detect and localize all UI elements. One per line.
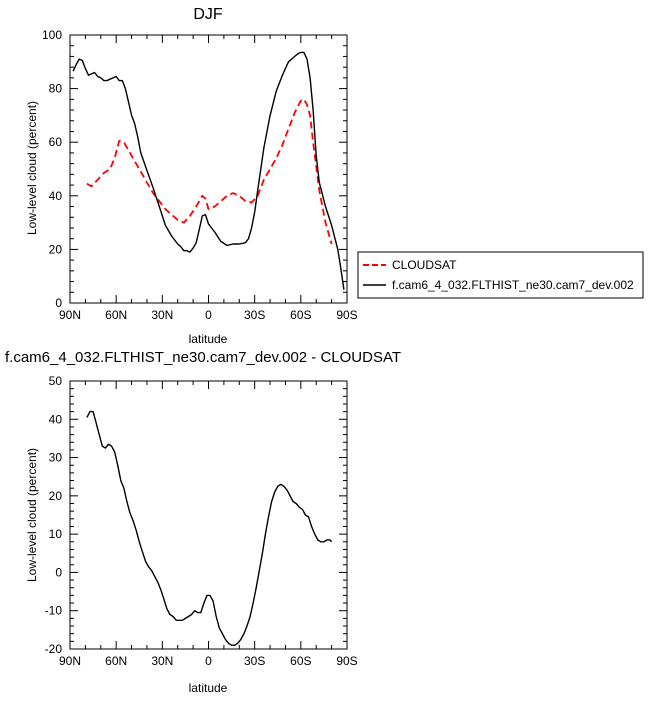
y-axis-label: Low-level cloud (percent) bbox=[25, 101, 39, 235]
x-tick-label: 90S bbox=[336, 654, 357, 668]
y-tick-label: 0 bbox=[55, 296, 62, 310]
x-tick-label: 90N bbox=[59, 654, 81, 668]
y-tick-label: 0 bbox=[55, 565, 62, 579]
y-axis-label: Low-level cloud (percent) bbox=[25, 448, 39, 582]
x-tick-label: 60N bbox=[105, 654, 127, 668]
chart-title: f.cam6_4_032.FLTHIST_ne30.cam7_dev.002 -… bbox=[5, 349, 401, 366]
x-tick-label: 60N bbox=[105, 308, 127, 322]
x-tick-label: 0 bbox=[205, 308, 212, 322]
y-tick-label: 30 bbox=[49, 451, 63, 465]
legend-label-cloudsat: CLOUDSAT bbox=[392, 258, 457, 272]
plot-frame bbox=[69, 34, 348, 304]
x-tick-label: 30N bbox=[151, 654, 173, 668]
x-tick-label: 90N bbox=[59, 308, 81, 322]
y-tick-label: 40 bbox=[49, 189, 63, 203]
difference-line-chart: f.cam6_4_032.FLTHIST_ne30.cam7_dev.002 -… bbox=[5, 349, 401, 695]
legend-box bbox=[357, 251, 644, 299]
tick-labels: 90N 60N 30N 0 30S 60S 90S -20 -10 0 10 20 30 40 50 bbox=[45, 374, 358, 668]
y-tick-label: 10 bbox=[49, 527, 63, 541]
y-tick-label: 20 bbox=[49, 242, 63, 256]
series-line-1 bbox=[72, 51, 345, 290]
legend: CLOUDSAT f.cam6_4_032.FLTHIST_ne30.cam7_… bbox=[357, 251, 644, 299]
plot-frame bbox=[69, 380, 348, 650]
data-series bbox=[86, 410, 333, 646]
y-tick-label: 60 bbox=[49, 135, 63, 149]
y-tick-label: -10 bbox=[45, 604, 63, 618]
chart-title: DJF bbox=[193, 6, 223, 23]
x-tick-label: 90S bbox=[336, 308, 357, 322]
tick-labels: 90N 60N 30N 0 30S 60S 90S 0 20 40 60 80 100 bbox=[42, 28, 358, 322]
y-tick-label: 50 bbox=[49, 374, 63, 388]
x-tick-label: 30S bbox=[244, 654, 265, 668]
djf-line-chart: DJF Low-level cloud (percent) latitude 9… bbox=[25, 6, 358, 346]
difference-line bbox=[86, 410, 333, 646]
series-line-0 bbox=[86, 98, 333, 245]
x-tick-label: 30N bbox=[151, 308, 173, 322]
x-tick-label: 60S bbox=[290, 308, 311, 322]
data-series bbox=[72, 51, 345, 290]
y-tick-label: 40 bbox=[49, 412, 63, 426]
y-tick-label: 20 bbox=[49, 489, 63, 503]
x-tick-label: 0 bbox=[205, 654, 212, 668]
x-axis-label: latitude bbox=[189, 332, 228, 346]
y-tick-label: 80 bbox=[49, 82, 63, 96]
x-axis-label: latitude bbox=[189, 681, 228, 695]
x-tick-label: 60S bbox=[290, 654, 311, 668]
y-tick-label: 100 bbox=[42, 28, 62, 42]
axis-ticks bbox=[69, 34, 348, 304]
x-tick-label: 30S bbox=[244, 308, 265, 322]
y-tick-label: -20 bbox=[45, 642, 63, 656]
legend-label-model: f.cam6_4_032.FLTHIST_ne30.cam7_dev.002 bbox=[392, 278, 634, 292]
